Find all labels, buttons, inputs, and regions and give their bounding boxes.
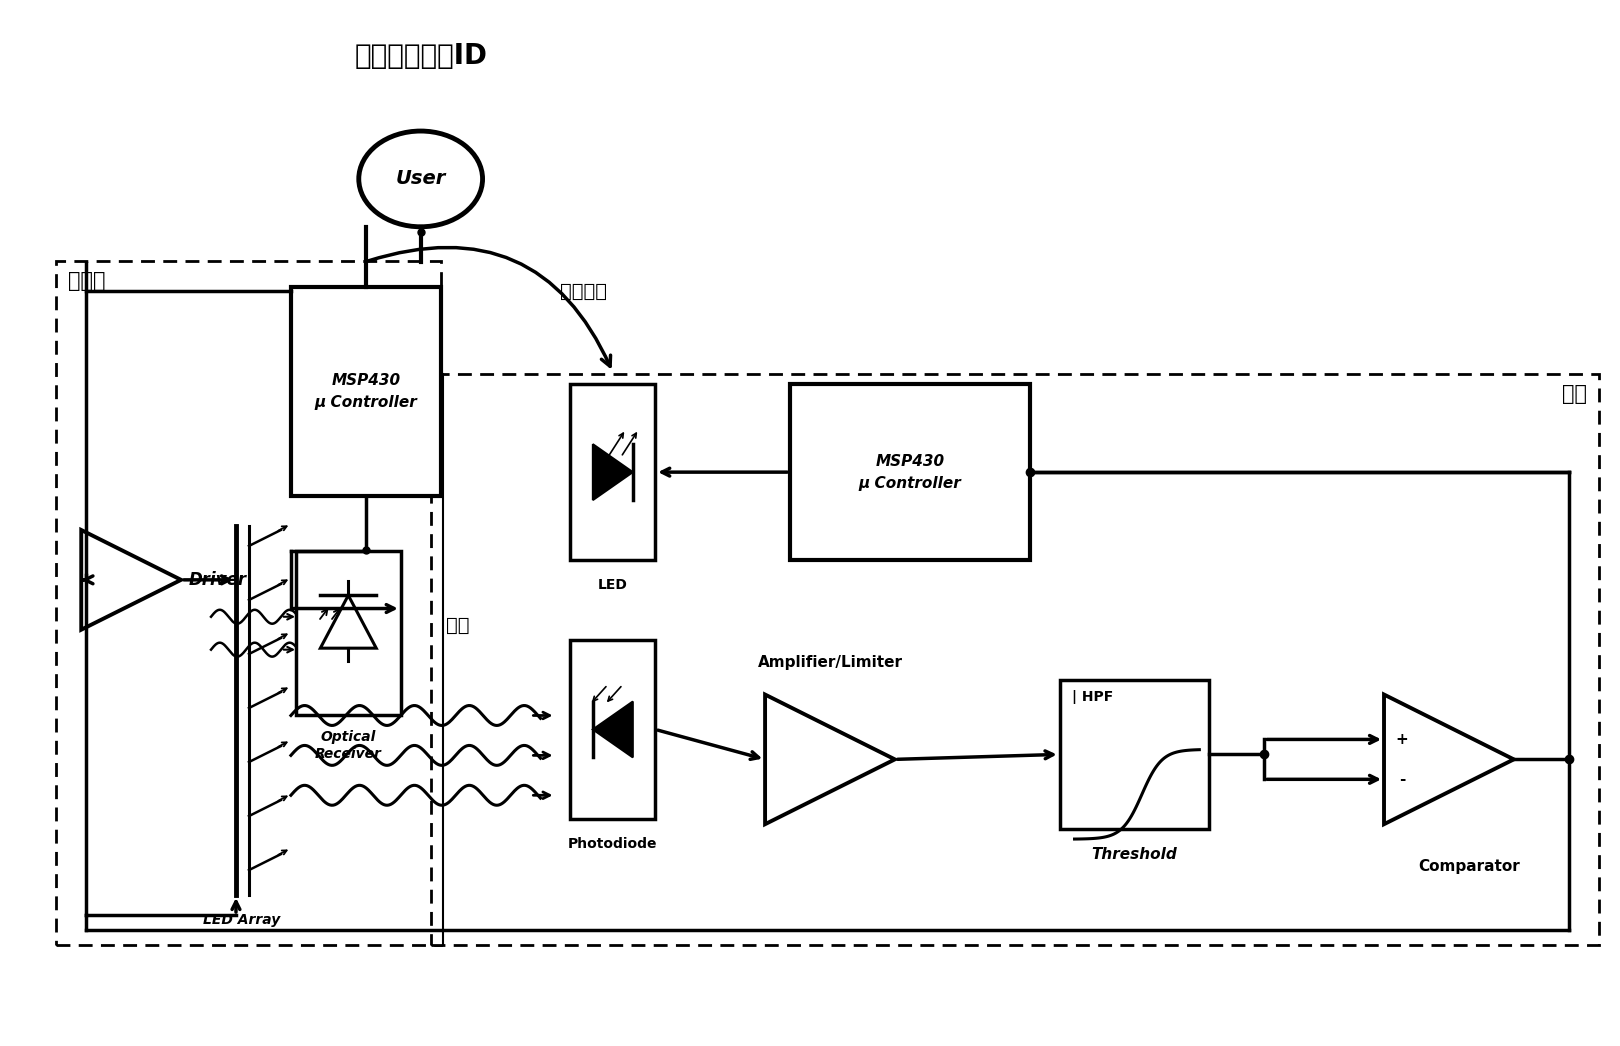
Bar (296, 551, 400, 715)
Bar (791, 384, 1030, 560)
Bar (1059, 680, 1209, 829)
Text: Optical
Receiver: Optical Receiver (314, 730, 382, 760)
Text: 标签: 标签 (1562, 384, 1586, 405)
Text: Photodiode: Photodiode (569, 837, 658, 851)
Text: MSP430
μ Controller: MSP430 μ Controller (859, 454, 961, 491)
Text: +: + (1395, 732, 1408, 747)
Bar (431, 374, 1599, 945)
Text: 用户输入查询ID: 用户输入查询ID (355, 42, 488, 70)
Bar (57, 260, 441, 945)
FancyArrowPatch shape (368, 248, 611, 366)
Bar (292, 287, 441, 496)
Text: -: - (1398, 772, 1405, 787)
Polygon shape (593, 702, 633, 757)
Text: 对讲: 对讲 (446, 616, 470, 635)
Text: Amplifier/Limiter: Amplifier/Limiter (758, 655, 902, 669)
Text: LED Array: LED Array (204, 913, 280, 927)
Bar (570, 384, 654, 560)
Text: 可視提醒: 可視提醒 (561, 282, 608, 301)
Text: LED: LED (598, 577, 629, 592)
Text: User: User (395, 169, 446, 188)
Text: Comparator: Comparator (1418, 859, 1520, 874)
Text: 读卡器: 读卡器 (68, 271, 105, 291)
Text: | HPF: | HPF (1071, 689, 1113, 704)
Text: MSP430
μ Controller: MSP430 μ Controller (314, 372, 416, 410)
Polygon shape (593, 445, 633, 500)
Text: Threshold: Threshold (1092, 847, 1178, 862)
Bar (570, 640, 654, 819)
Text: Driver: Driver (190, 571, 248, 589)
